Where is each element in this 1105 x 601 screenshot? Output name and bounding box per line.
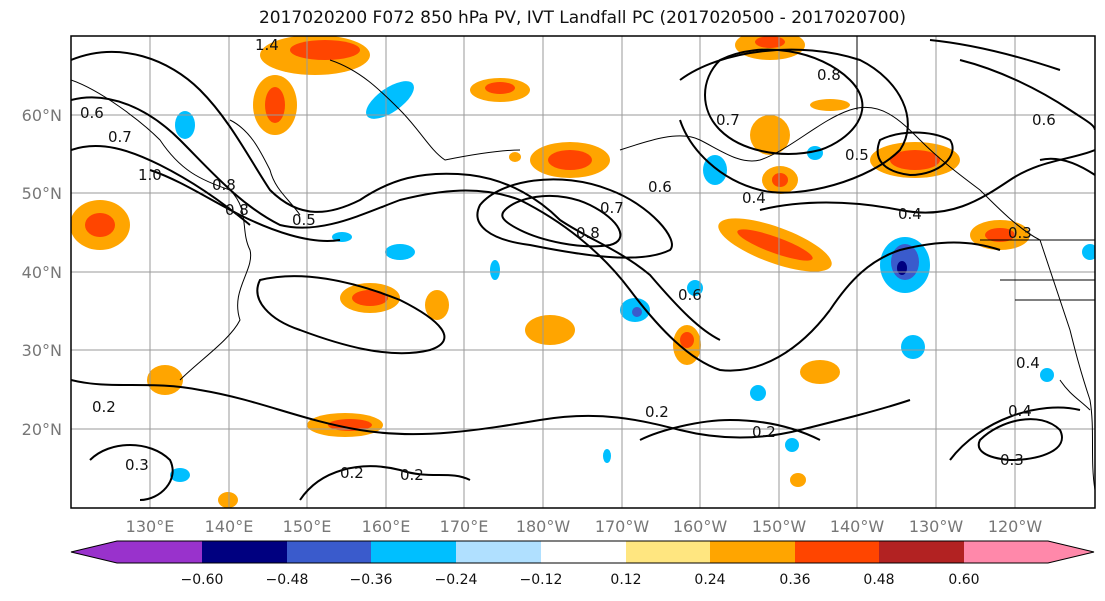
- colorbar-ticks: −0.60 −0.48 −0.36 −0.24 −0.12 0.12 0.24 …: [181, 572, 980, 588]
- colorbar-tick: −0.48: [266, 572, 309, 588]
- colorbar-tick: −0.60: [181, 572, 224, 588]
- colorbar-outline: [70, 540, 1095, 564]
- lon-label: 170°W: [595, 517, 650, 536]
- contour-label: 0.4: [1008, 402, 1032, 420]
- colorbar-segment: [541, 541, 626, 563]
- contour-label: 0.2: [752, 423, 776, 441]
- colorbar-tick: 0.24: [694, 572, 725, 588]
- longitude-labels: 130°E 140°E 150°E 160°E 170°E 180°W 170°…: [126, 517, 1043, 536]
- colorbar-tick: 0.48: [863, 572, 894, 588]
- colorbar-segment: [202, 541, 287, 563]
- colorbar-tick: −0.36: [350, 572, 393, 588]
- lon-label: 130°E: [126, 517, 175, 536]
- contour-label: 0.5: [845, 146, 869, 164]
- lon-label: 150°W: [752, 517, 807, 536]
- lat-label: 30°N: [22, 341, 62, 360]
- map-title: 2017020200 F072 850 hPa PV, IVT Landfall…: [258, 8, 906, 28]
- lat-label: 20°N: [22, 420, 62, 439]
- contour-labels: 1.4 0.6 0.7 1.0 0.8 0.8 0.5 0.7 0.6 0.8 …: [80, 36, 1056, 484]
- colorbar-segment: [456, 541, 541, 563]
- colorbar-tick: 0.60: [948, 572, 979, 588]
- colorbar-segment: [287, 541, 371, 563]
- map-frame: [70, 35, 1096, 509]
- colorbar: [70, 540, 1095, 564]
- lon-label: 180°W: [516, 517, 571, 536]
- lon-label: 150°E: [283, 517, 332, 536]
- lon-label: 140°W: [830, 517, 885, 536]
- contour-label: 0.8: [225, 201, 249, 219]
- contour-label: 0.3: [1000, 451, 1024, 469]
- lat-label: 40°N: [22, 263, 62, 282]
- contour-label: 0.6: [1032, 111, 1056, 129]
- contour-label: 0.7: [108, 128, 132, 146]
- lon-label: 140°E: [205, 517, 254, 536]
- lat-label: 50°N: [22, 184, 62, 203]
- contour-label: 0.8: [817, 66, 841, 84]
- contour-label: 0.3: [1008, 224, 1032, 242]
- colorbar-min-extend: [71, 541, 117, 563]
- lon-label: 130°W: [909, 517, 964, 536]
- contour-label: 1.4: [255, 36, 279, 54]
- contour-label: 0.2: [340, 464, 364, 482]
- contour-label: 0.6: [80, 104, 104, 122]
- colorbar-segment: [879, 541, 964, 563]
- colorbar-tick: −0.12: [520, 572, 563, 588]
- lon-label: 160°W: [673, 517, 728, 536]
- lon-label: 160°E: [362, 517, 411, 536]
- contour-label: 0.8: [212, 176, 236, 194]
- contour-label: 0.4: [742, 189, 766, 207]
- colorbar-segment: [795, 541, 879, 563]
- contour-label: 0.7: [716, 111, 740, 129]
- lat-label: 60°N: [22, 106, 62, 125]
- contour-label: 0.2: [92, 398, 116, 416]
- colorbar-segment: [710, 541, 795, 563]
- contour-label: 0.6: [678, 286, 702, 304]
- colorbar-segment: [371, 541, 456, 563]
- map-content: 1.4 0.6 0.7 1.0 0.8 0.8 0.5 0.7 0.6 0.8 …: [71, 36, 1095, 508]
- contour-label: 0.7: [600, 199, 624, 217]
- positive-anomalies: [71, 36, 1030, 508]
- pv-contours: [71, 39, 1095, 501]
- contour-label: 0.6: [648, 178, 672, 196]
- contour-label: 0.5: [292, 211, 316, 229]
- colorbar-segment: [117, 541, 202, 563]
- contour-label: 0.8: [576, 224, 600, 242]
- contour-label: 0.2: [645, 403, 669, 421]
- colorbar-tick: −0.24: [435, 572, 478, 588]
- lon-label: 120°W: [988, 517, 1043, 536]
- contour-label: 0.3: [125, 456, 149, 474]
- latitude-labels: 60°N 50°N 40°N 30°N 20°N: [22, 106, 62, 439]
- contour-label: 1.0: [138, 166, 162, 184]
- colorbar-segment: [626, 541, 710, 563]
- colorbar-tick: 0.36: [779, 572, 810, 588]
- contour-label: 0.4: [1016, 354, 1040, 372]
- contour-label: 0.2: [400, 466, 424, 484]
- colorbar-tick: 0.12: [610, 572, 641, 588]
- graticule: [71, 36, 1095, 508]
- lon-label: 170°E: [440, 517, 489, 536]
- contour-label: 0.4: [898, 205, 922, 223]
- colorbar-max-extend: [964, 541, 1094, 563]
